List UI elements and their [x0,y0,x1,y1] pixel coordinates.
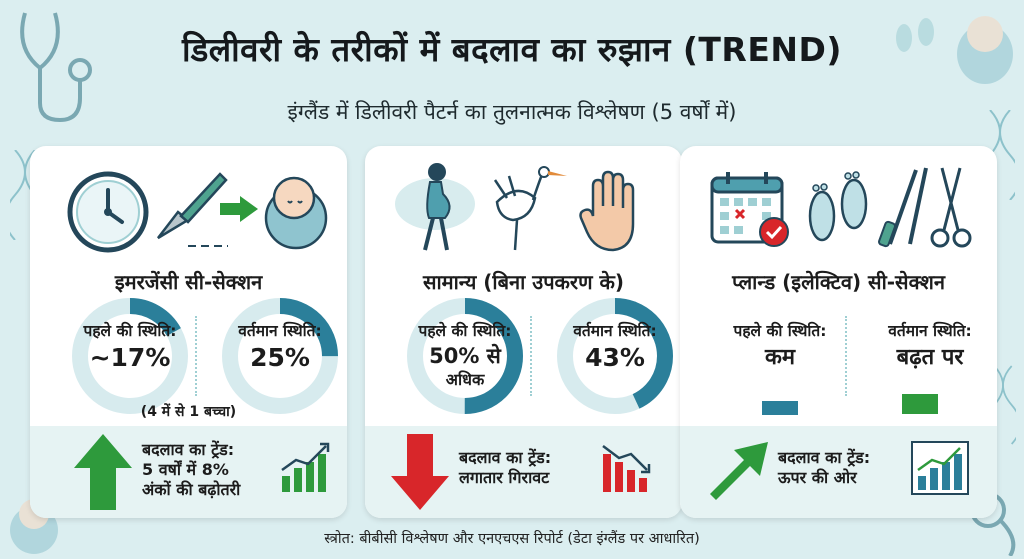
arrow-diagonal-up-icon [710,442,768,500]
trend-panel: बदलाव का ट्रेंड: ऊपर की ओर [680,426,997,518]
stat-label: पहले की स्थिति: [418,322,512,340]
card-title: इमरजेंसी सी-सेक्शन [114,270,263,294]
stat-current: वर्तमान स्थिति: 43% [555,296,675,416]
page-subtitle: इंग्लैंड में डिलीवरी पैटर्न का तुलनात्मक… [287,100,737,124]
level-bar-rising [902,394,938,414]
bar-chart-up-icon [911,441,969,495]
trend-panel: बदलाव का ट्रेंड: 5 वर्षों में 8% अंकों क… [30,426,347,518]
stat-label: वर्तमान स्थिति: [573,322,657,340]
stat-value: बढ़त पर [896,345,964,370]
arrow-down-icon [391,434,449,510]
bar-chart-down-icon [602,445,651,492]
stat-label: पहले की स्थिति: [83,322,177,340]
scalpel-icon [157,172,228,247]
card-title: सामान्य (बिना उपकरण के) [422,270,625,294]
stat-value: ~17% [89,343,171,372]
stat-before: पहले की स्थिति: 50% से अधिक [405,296,525,416]
stat-value: कम [764,345,796,370]
baby-icon [264,176,328,250]
source-note: स्त्रोत: बीबीसी विश्लेषण और एनएचएस रिपोर… [324,531,700,547]
stat-value: 43% [585,343,645,372]
stat-value: 50% से अधिक [395,344,535,392]
stat-label: वर्तमान स्थिति: [238,322,322,340]
progress-ring [222,298,338,414]
trend-detail: ऊपर की ओर [778,468,857,487]
stork-icon [493,166,567,251]
divider [845,316,847,396]
progress-ring [407,298,523,414]
stat-label: पहले की स्थिति: [733,322,827,340]
trend-panel: बदलाव का ट्रेंड: लगातार गिरावट [365,426,682,518]
trend-detail: 5 वर्षों में 8% [142,460,229,479]
stat-value-line: अधिक [445,370,485,389]
progress-ring [557,298,673,414]
trend-detail: लगातार गिरावट [459,468,550,487]
pregnant-woman-icon [395,163,475,251]
trend-text: बदलाव का ट्रेंड: ऊपर की ओर [778,448,918,488]
baby-icon [957,16,1013,84]
arrow-up-icon [74,434,132,510]
progress-ring [72,298,188,414]
hand-icon [579,170,635,252]
stat-value-line: 50% से [429,344,501,368]
stat-label: वर्तमान स्थिति: [888,322,972,340]
trend-label: बदलाव का ट्रेंड: [142,440,235,459]
trend-text: बदलाव का ट्रेंड: 5 वर्षों में 8% अंकों क… [142,440,292,500]
trend-text: बदलाव का ट्रेंड: लगातार गिरावट [459,448,609,488]
card-title: प्लान्ड (इलेक्टिव) सी-सेक्शन [732,270,945,294]
card-planned-c-section: प्लान्ड (इलेक्टिव) सी-सेक्शन पहले की स्थ… [680,146,997,518]
stat-note: (4 में से 1 बच्चा) [140,404,237,420]
surgical-tools-icon [878,167,972,248]
trend-label: बदलाव का ट्रेंड: [778,448,871,467]
stethoscope-icon [20,12,92,123]
clock-icon [67,171,149,253]
stat-value: 25% [250,343,310,372]
footprints-icon [896,18,934,52]
stat-current: वर्तमान स्थिति: बढ़त पर [870,296,990,416]
trend-detail: अंकों की बढ़ोतरी [142,480,241,499]
stat-current: वर्तमान स्थिति: 25% [220,296,340,416]
card-normal-delivery: सामान्य (बिना उपकरण के) पहले की स्थिति: … [365,146,682,518]
footprints-icon [808,171,868,242]
stat-before: पहले की स्थिति: ~17% [70,296,190,416]
level-bar-low [762,401,798,415]
divider [195,316,197,396]
divider [530,316,532,396]
stat-before: पहले की स्थिति: कम [720,296,840,416]
trend-label: बदलाव का ट्रेंड: [459,448,552,467]
arrow-right-icon [220,196,258,222]
page-title: डिलीवरी के तरीकों में बदलाव का रुझान (TR… [182,30,842,69]
card-emergency-c-section: इमरजेंसी सी-सेक्शन पहले की स्थिति: ~17% … [30,146,347,518]
bar-chart-up-icon [281,442,330,492]
calendar-icon [710,172,789,247]
